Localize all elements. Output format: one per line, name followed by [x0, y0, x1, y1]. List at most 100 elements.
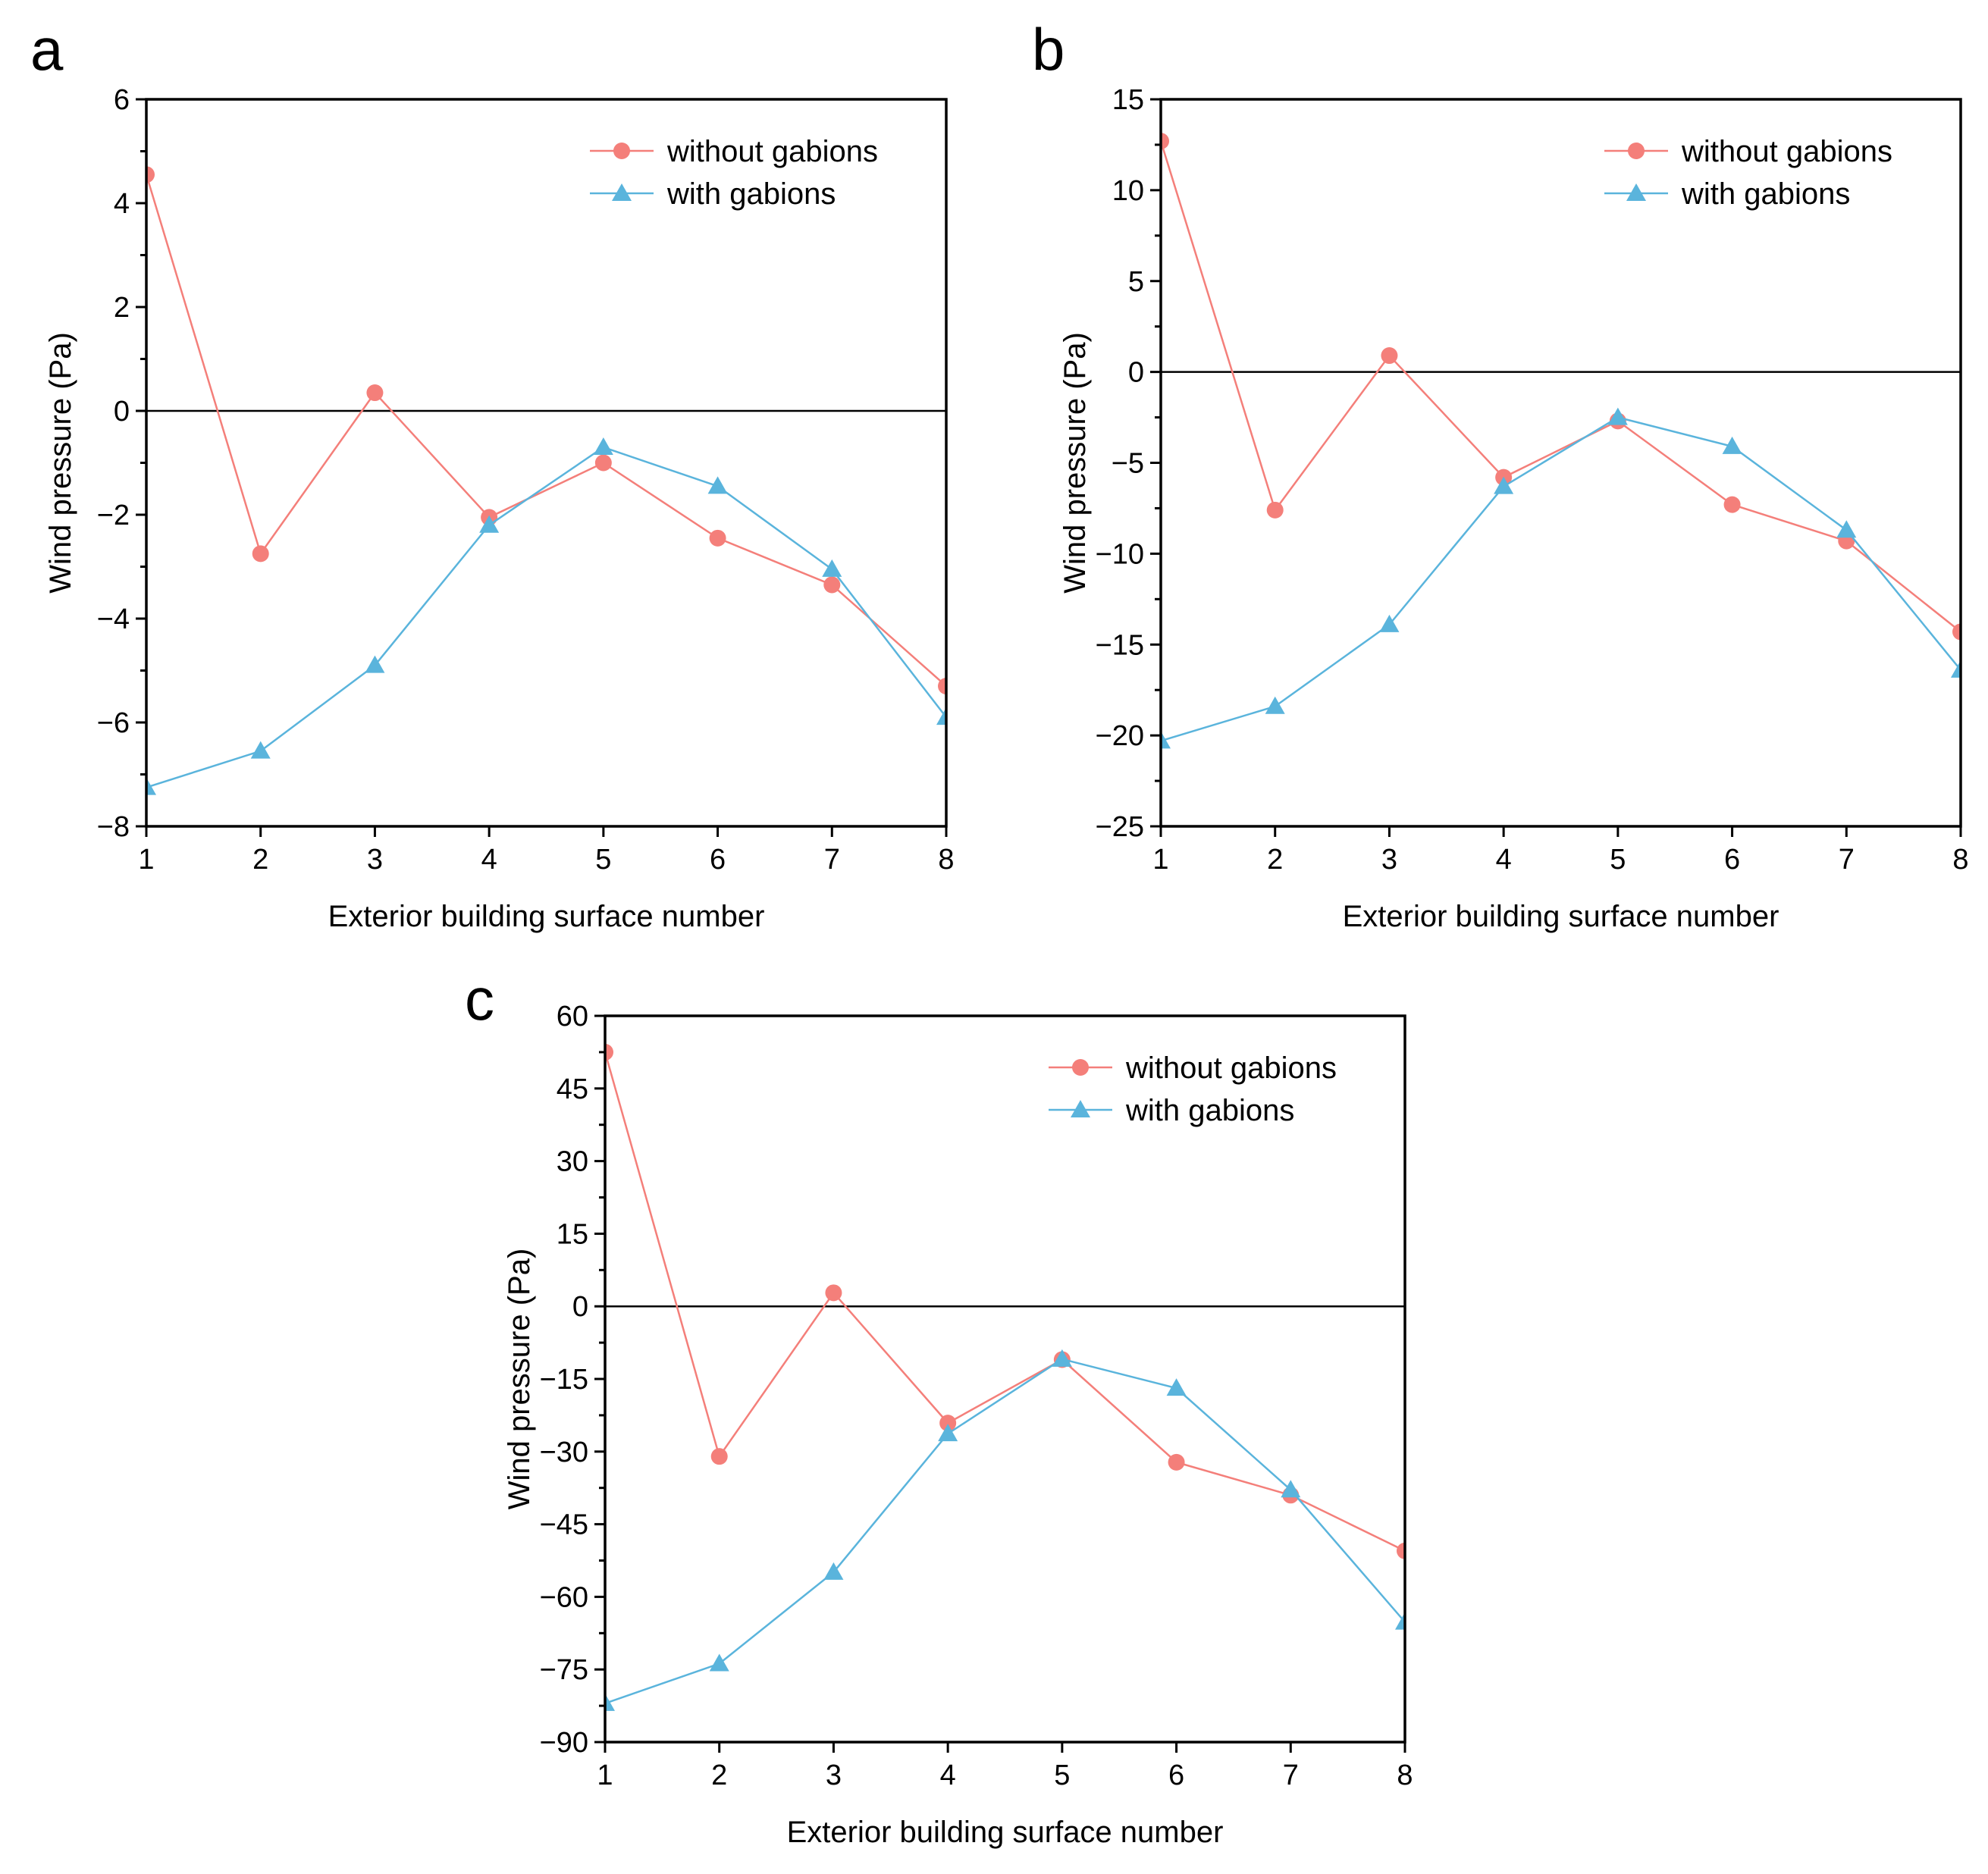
data-point-circle	[594, 454, 612, 472]
legend-label: without gabions	[1125, 1051, 1337, 1085]
legend-marker-triangle	[1626, 183, 1646, 201]
data-point-triangle	[707, 476, 728, 494]
panel-a-plot: 6 4 2 0 −2 −4 −6 −81 2 3 4 5 6 7 8 Exterior building su…	[44, 84, 955, 933]
legend-marker-circle	[1072, 1059, 1089, 1076]
x-tick-label: 5	[595, 844, 611, 876]
x-axis-title: Exterior building surface number	[1343, 900, 1779, 933]
series-line-circle	[605, 1051, 1405, 1552]
data-point-triangle	[1379, 614, 1400, 632]
y-tick-label: 60	[557, 1001, 588, 1033]
y-tick-label: −45	[540, 1509, 588, 1541]
y-tick-label: −25	[1096, 811, 1144, 843]
y-tick-label: 0	[1128, 357, 1144, 389]
x-axis-title: Exterior building surface number	[328, 900, 765, 933]
data-point-triangle	[593, 437, 613, 455]
data-point-triangle	[605, 1693, 615, 1711]
y-tick-label: 0	[572, 1291, 588, 1323]
plot-data-area	[605, 1043, 1405, 1711]
data-point-triangle	[1166, 1378, 1187, 1396]
x-tick-label: 3	[367, 844, 383, 876]
chart-panel-b: b 15 10 5 0 −5 −10 −15 −20 −251 2 3 4 5 6 7 8 Exterior b…	[1032, 16, 1969, 933]
x-tick-label: 4	[940, 1760, 956, 1791]
legend-label: with gabions	[1681, 177, 1850, 211]
data-point-triangle	[823, 1562, 844, 1580]
data-point-circle	[146, 166, 155, 183]
plot-frame	[145, 98, 948, 828]
data-point-triangle	[822, 559, 842, 577]
y-axis-title: Wind pressure (Pa)	[1058, 332, 1092, 594]
series-line-triangle	[605, 1358, 1405, 1705]
y-tick-label: 45	[557, 1073, 588, 1105]
x-tick-label: 2	[252, 844, 268, 876]
legend-label: with gabions	[1125, 1094, 1294, 1127]
data-point-triangle	[365, 655, 385, 673]
y-tick-label: −4	[97, 603, 130, 635]
data-point-circle	[710, 1448, 728, 1465]
series-line-triangle	[146, 446, 946, 788]
data-point-triangle	[1052, 1349, 1072, 1367]
data-point-circle	[605, 1043, 613, 1061]
series-line-circle	[146, 174, 946, 687]
data-point-triangle	[936, 707, 946, 725]
series-line-circle	[1161, 140, 1961, 633]
y-tick-label: −90	[540, 1727, 588, 1759]
data-point-circle	[1168, 1453, 1185, 1471]
legend-label: without gabions	[1681, 135, 1892, 168]
y-tick-label: 2	[114, 292, 130, 324]
x-tick-label: 4	[1496, 844, 1512, 876]
x-tick-label: 1	[138, 844, 154, 876]
legend-marker-circle	[1628, 143, 1645, 159]
y-axis-title: Wind pressure (Pa)	[503, 1249, 536, 1510]
y-tick-label: −20	[1096, 720, 1144, 752]
y-tick-label: −8	[97, 811, 130, 843]
data-point-triangle	[938, 1424, 958, 1442]
legend-marker-circle	[613, 143, 630, 159]
plot-frame	[604, 1014, 1406, 1744]
data-point-circle	[1397, 1542, 1405, 1559]
data-point-circle	[825, 1284, 842, 1302]
x-axis-title: Exterior building surface number	[787, 1816, 1224, 1849]
y-tick-label: 5	[1128, 266, 1144, 298]
x-tick-label: 4	[481, 844, 497, 876]
data-point-circle	[1266, 501, 1284, 519]
data-point-triangle	[1951, 660, 1961, 678]
x-tick-label: 8	[1397, 1760, 1413, 1791]
data-point-triangle	[709, 1653, 729, 1672]
legend-label: with gabions	[666, 177, 836, 211]
data-point-circle	[823, 576, 841, 594]
x-tick-label: 6	[710, 844, 726, 876]
y-tick-label: 4	[114, 188, 130, 220]
data-point-triangle	[1161, 731, 1171, 749]
data-point-circle	[1952, 623, 1961, 641]
data-point-triangle	[1722, 436, 1742, 454]
x-tick-label: 8	[1952, 844, 1968, 876]
panel-letter-a: a	[30, 16, 64, 83]
panel-b-plot: 15 10 5 0 −5 −10 −15 −20 −251 2 3 4 5 6 7 8 Exterior bui…	[1058, 84, 1969, 933]
y-tick-label: −15	[540, 1364, 588, 1396]
y-tick-label: −2	[97, 500, 130, 531]
data-point-triangle	[1281, 1480, 1301, 1498]
panel-letter-b: b	[1032, 16, 1065, 83]
legend-marker-triangle	[612, 183, 632, 201]
y-tick-label: 15	[1112, 84, 1144, 116]
y-tick-label: −60	[540, 1581, 588, 1613]
y-tick-label: −15	[1096, 629, 1144, 661]
x-tick-label: 3	[826, 1760, 842, 1791]
data-point-triangle	[1265, 696, 1285, 714]
x-tick-label: 8	[938, 844, 954, 876]
y-axis-title: Wind pressure (Pa)	[44, 332, 77, 594]
y-tick-label: −6	[97, 707, 130, 739]
data-point-circle	[1161, 133, 1169, 150]
x-tick-label: 7	[1283, 1760, 1299, 1791]
data-point-triangle	[1607, 407, 1628, 425]
plot-data-area	[1161, 133, 1961, 749]
y-tick-label: 0	[114, 396, 130, 428]
plot-frame	[1159, 98, 1962, 828]
legend-marker-triangle	[1071, 1100, 1090, 1117]
data-point-triangle	[1494, 476, 1514, 494]
data-point-circle	[366, 384, 384, 402]
data-point-circle	[709, 529, 726, 547]
